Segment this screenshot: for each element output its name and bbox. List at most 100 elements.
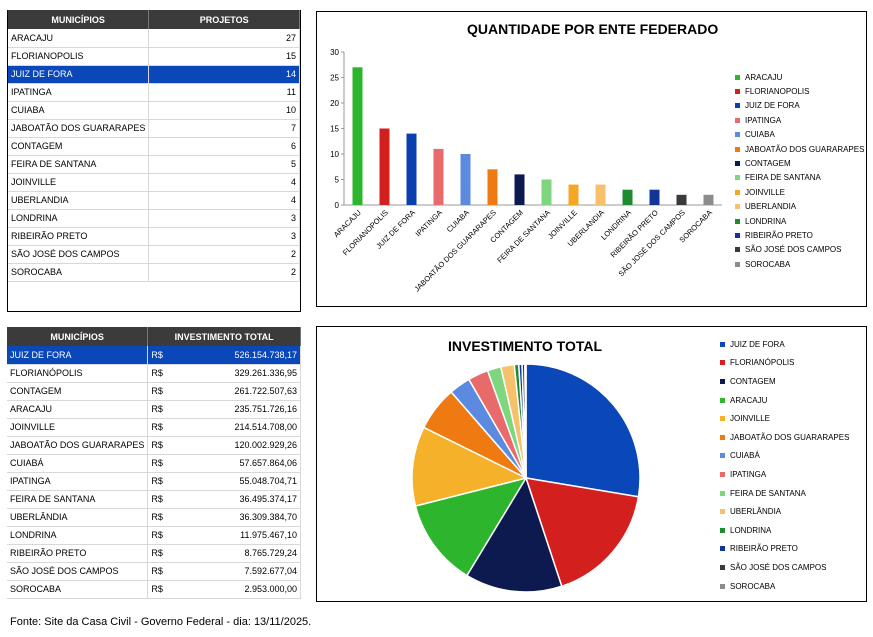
investimento-cell: 526.154.738,17 xyxy=(167,346,301,365)
table-row[interactable]: IPATINGA R$ 55.048.704,71 xyxy=(7,472,301,491)
table-row[interactable]: JUIZ DE FORA R$ 526.154.738,17 xyxy=(7,346,301,365)
currency-cell: R$ xyxy=(147,436,168,455)
currency-cell: R$ xyxy=(147,418,168,437)
investment-table-panel: MUNICÍPIOS INVESTIMENTO TOTAL JUIZ DE FO… xyxy=(7,327,301,602)
bar xyxy=(649,189,660,205)
projetos-cell: 2 xyxy=(148,245,300,264)
table-row[interactable]: JABOATÃO DOS GUARARAPES 7 xyxy=(8,119,300,138)
table-row[interactable]: IPATINGA 11 xyxy=(8,83,300,102)
table-row[interactable]: ARACAJU 27 xyxy=(8,29,300,48)
table-row[interactable]: ARACAJU R$ 235.751.726,16 xyxy=(7,400,301,419)
table-row[interactable]: SÃO JOSÉ DOS CAMPOS R$ 7.592.677,04 xyxy=(7,562,301,581)
municipio-cell: UBERLANDIA xyxy=(8,191,150,210)
municipio-cell: FLORIANÓPOLIS xyxy=(7,364,149,383)
legend-swatch xyxy=(735,117,740,123)
legend-item: JUIZ DE FORA xyxy=(720,335,849,354)
table-row[interactable]: LONDRINA 3 xyxy=(8,209,300,228)
y-tick-label: 5 xyxy=(335,176,340,185)
legend-label: ARACAJU xyxy=(730,395,768,405)
table-row[interactable]: UBERLANDIA 4 xyxy=(8,191,300,210)
legend-item: CUIABÁ xyxy=(720,447,849,466)
projetos-cell: 7 xyxy=(148,119,300,138)
table-row[interactable]: SOROCABA R$ 2.953.000,00 xyxy=(7,580,301,599)
municipio-cell: ARACAJU xyxy=(8,29,150,48)
municipio-cell: JOINVILLE xyxy=(8,173,150,192)
table-row[interactable]: JOINVILLE R$ 214.514.708,00 xyxy=(7,418,301,437)
table-row[interactable]: FLORIANOPOLIS 15 xyxy=(8,47,300,66)
table-row[interactable]: RIBEIRÃO PRETO R$ 8.765.729,24 xyxy=(7,544,301,563)
legend-item: SÃO JOSÉ DOS CAMPOS xyxy=(735,243,864,257)
table-row[interactable]: RIBEIRÃO PRETO 3 xyxy=(8,227,300,246)
legend-item: FEIRA DE SANTANA xyxy=(735,171,864,185)
legend-item: FLORIANÓPOLIS xyxy=(720,354,849,373)
municipio-cell: JUIZ DE FORA xyxy=(8,65,150,84)
table-row[interactable]: FEIRA DE SANTANA 5 xyxy=(8,155,300,174)
table-row[interactable]: SÃO JOSÉ DOS CAMPOS 2 xyxy=(8,245,300,264)
legend-item: RIBEIRÃO PRETO xyxy=(720,540,849,559)
legend-item: JABOATÃO DOS GUARARAPES xyxy=(720,428,849,447)
table-row[interactable]: CUIABA 10 xyxy=(8,101,300,120)
table-row[interactable]: FLORIANÓPOLIS R$ 329.261.336,95 xyxy=(7,364,301,383)
municipio-cell: FEIRA DE SANTANA xyxy=(8,155,150,174)
investimento-cell: 2.953.000,00 xyxy=(167,580,301,599)
legend-swatch xyxy=(735,89,740,95)
pie-chart-title: INVESTIMENTO TOTAL xyxy=(448,338,603,354)
legend-swatch xyxy=(735,204,740,210)
municipio-cell: RIBEIRÃO PRETO xyxy=(8,227,150,246)
projetos-cell: 4 xyxy=(148,173,300,192)
legend-item: CONTAGEM xyxy=(735,156,864,170)
projetos-cell: 10 xyxy=(148,101,300,120)
municipio-cell: SOROCABA xyxy=(7,580,149,599)
projects-table-panel: MUNICÍPIOS PROJETOS ARACAJU 27 FLORIANOPOL… xyxy=(7,10,301,312)
table-row[interactable]: JOINVILLE 4 xyxy=(8,173,300,192)
legend-swatch xyxy=(735,189,740,195)
legend-swatch xyxy=(720,509,725,515)
table-row[interactable]: SOROCABA 2 xyxy=(8,263,300,282)
pie-chart-legend: JUIZ DE FORA FLORIANÓPOLIS CONTAGEM ARACAJU… xyxy=(720,335,849,595)
table-row[interactable]: FEIRA DE SANTANA R$ 36.495.374,17 xyxy=(7,490,301,509)
investimento-cell: 11.975.467,10 xyxy=(167,526,301,545)
legend-label: JABOATÃO DOS GUARARAPES xyxy=(730,432,850,442)
legend-label: CUIABÁ xyxy=(730,451,760,461)
legend-label: CONTAGEM xyxy=(730,376,776,386)
projetos-cell: 3 xyxy=(148,227,300,246)
pie-chart xyxy=(411,363,641,593)
legend-label: SOROCABA xyxy=(730,581,776,591)
legend-label: UBERLANDIA xyxy=(745,202,797,212)
table-row[interactable]: CONTAGEM 6 xyxy=(8,137,300,156)
municipio-cell: JOINVILLE xyxy=(7,418,149,437)
legend-swatch xyxy=(720,397,725,403)
investimento-cell: 55.048.704,71 xyxy=(167,472,301,491)
municipio-cell: JABOATÃO DOS GUARARAPES xyxy=(7,436,149,455)
table-row[interactable]: UBERLÂNDIA R$ 36.309.384,70 xyxy=(7,508,301,527)
municipio-cell: CUIABA xyxy=(8,101,150,120)
table-row[interactable]: JABOATÃO DOS GUARARAPES R$ 120.002.929,26 xyxy=(7,436,301,455)
legend-label: UBERLÂNDIA xyxy=(730,507,782,517)
legend-item: ARACAJU xyxy=(735,70,864,84)
col-header-municipios: MUNICÍPIOS xyxy=(8,10,150,29)
table-row[interactable]: LONDRINA R$ 11.975.467,10 xyxy=(7,526,301,545)
y-tick-label: 20 xyxy=(330,99,339,108)
legend-swatch xyxy=(735,232,740,238)
legend-swatch xyxy=(735,146,740,152)
col-header-municipios-2: MUNICÍPIOS xyxy=(7,327,149,346)
bar-chart-panel: QUANTIDADE POR ENTE FEDERADO 0 5 10 15 20 25 3… xyxy=(316,11,867,307)
source-note: Fonte: Site da Casa Civil - Governo Fede… xyxy=(10,616,312,628)
table-row[interactable]: JUIZ DE FORA 14 xyxy=(8,65,300,84)
legend-label: FEIRA DE SANTANA xyxy=(745,173,821,183)
col-header-investimento: INVESTIMENTO TOTAL xyxy=(147,327,301,346)
investimento-cell: 8.765.729,24 xyxy=(167,544,301,563)
pie-slice xyxy=(465,476,563,593)
currency-cell: R$ xyxy=(147,400,168,419)
legend-label: SOROCABA xyxy=(745,259,791,269)
table-row[interactable]: CUIABÁ R$ 57.657.864,06 xyxy=(7,454,301,473)
legend-swatch xyxy=(720,360,725,366)
legend-item: LONDRINA xyxy=(720,521,849,540)
legend-swatch xyxy=(720,583,725,589)
table-row[interactable]: CONTAGEM R$ 261.722.507,63 xyxy=(7,382,301,401)
municipio-cell: SÃO JOSÉ DOS CAMPOS xyxy=(7,562,149,581)
currency-cell: R$ xyxy=(147,526,168,545)
investimento-cell: 36.495.374,17 xyxy=(167,490,301,509)
legend-label: SÃO JOSÉ DOS CAMPOS xyxy=(745,245,842,255)
